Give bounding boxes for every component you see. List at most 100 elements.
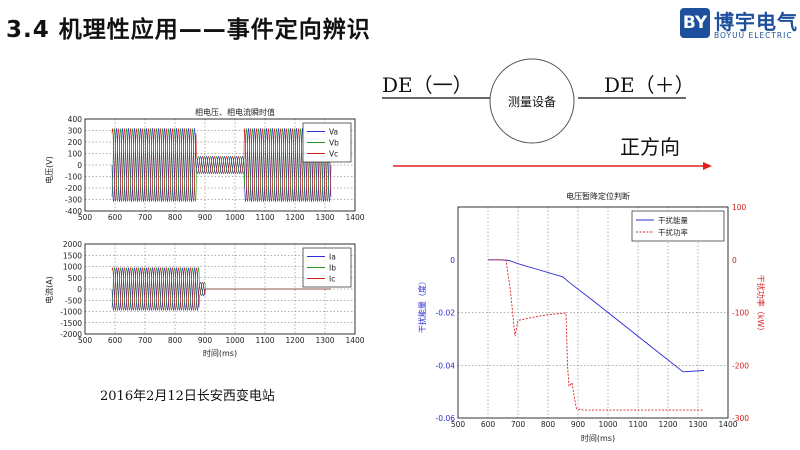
- voltage-chart-xtick-label: 900: [198, 213, 213, 222]
- voltage-chart-frame: [84, 118, 356, 212]
- current-chart-ticks: 500 600 700 800 900 1000 1100 1200 1300 1400 -2000…: [60, 240, 365, 345]
- current-chart-traces: [111, 266, 331, 312]
- sag-chart-ytick-label: 0: [450, 256, 455, 265]
- direction-arrow-head: [703, 162, 712, 170]
- sag-chart-ytick-right-label: -300: [732, 414, 749, 423]
- sag-chart-grid: [458, 207, 728, 418]
- sag-chart-xtick-label: 1100: [628, 420, 647, 429]
- caption: 2016年2月12日长安西变电站: [100, 389, 275, 404]
- sag-chart-ytick-right-label: -200: [732, 361, 749, 370]
- voltage-chart-ytick-label: -300: [65, 196, 82, 205]
- current-chart-xtick-label: 1200: [285, 336, 304, 345]
- voltage-chart-ytick-label: 0: [77, 161, 82, 170]
- voltage-chart-legend-label: Va: [329, 128, 338, 137]
- sag-chart-xtick-label: 700: [511, 420, 526, 429]
- de-positive-label: DE（＋）: [604, 73, 695, 97]
- sag-chart-ticks: 500 600 700 800 900 1000 1100 1200 1300 1400-0.06…: [436, 203, 750, 429]
- current-chart-xtick-label: 500: [78, 336, 93, 345]
- current-chart-ytick-label: 1000: [63, 263, 82, 272]
- voltage-chart-ytick-label: 400: [68, 115, 83, 124]
- current-chart-ytick-label: 0: [77, 285, 82, 294]
- sag-chart-xtick-label: 1300: [688, 420, 707, 429]
- voltage-chart-ytick-label: -400: [65, 207, 82, 216]
- current-chart-xtick-label: 1300: [315, 336, 334, 345]
- current-chart-xlabel: 时间(ms): [203, 348, 237, 358]
- voltage-chart-xtick-label: 500: [78, 213, 93, 222]
- sag-chart-title: 电压暂降定位判断: [566, 191, 630, 201]
- voltage-chart-xtick-label: 600: [108, 213, 123, 222]
- sag-chart-xtick-label: 500: [451, 420, 466, 429]
- current-chart-ytick-label: -2000: [60, 330, 82, 339]
- sag-chart-ytick-label: -0.02: [436, 309, 456, 318]
- voltage-chart-xtick-label: 1100: [255, 213, 274, 222]
- sag-chart-ytick-label: -0.04: [436, 361, 456, 370]
- voltage-chart-xtick-label: 1000: [225, 213, 244, 222]
- logo-mark: BY: [680, 8, 710, 38]
- sag-chart-ytick-label: -0.06: [436, 414, 456, 423]
- sag-chart-xtick-label: 800: [541, 420, 556, 429]
- current-chart-ytick-label: -1500: [60, 319, 82, 328]
- sag-chart-ylabel-right: 干扰功率（kW）: [756, 275, 766, 336]
- current-chart-xtick-label: 600: [108, 336, 123, 345]
- voltage-chart-legend-label: Vc: [329, 150, 338, 159]
- sag-location-chart: 电压暂降定位判断 干扰能量（度） 干扰功率（kW） 时间(ms) 500 600 7…: [418, 191, 766, 443]
- sag-chart-trace-干扰功率: [488, 259, 704, 411]
- sag-chart-legend-label: 干扰功率: [658, 227, 688, 237]
- sag-chart-ytick-right-label: -100: [732, 309, 749, 318]
- page-title: 3.4 机理性应用——事件定向辨识: [6, 17, 371, 43]
- sag-chart-trace-干扰能量: [488, 259, 705, 373]
- sag-chart-xtick-label: 900: [571, 420, 586, 429]
- logo-name: 博宇电气: [714, 10, 798, 34]
- voltage-chart-trace-Vc: [111, 128, 332, 202]
- sag-chart-ylabel-left: 干扰能量（度）: [418, 277, 427, 333]
- current-chart-trace-Ic: [111, 266, 331, 312]
- direction-label: 正方向: [620, 135, 680, 159]
- sag-chart-legend-box: [631, 210, 725, 242]
- voltage-chart-xtick-label: 1200: [285, 213, 304, 222]
- sag-chart-traces: [488, 259, 705, 411]
- voltage-chart-xtick-label: 1400: [345, 213, 364, 222]
- voltage-chart-ytick-label: -200: [65, 184, 82, 193]
- sag-chart-frame: [457, 206, 729, 419]
- current-chart-legend-label: Ib: [329, 264, 336, 273]
- current-chart-ytick-label: 500: [68, 274, 83, 283]
- current-chart-ytick-label: -1000: [60, 308, 82, 317]
- sag-chart-legend-label: 干扰能量: [658, 215, 688, 225]
- voltage-chart-title: 相电压、相电流瞬时值: [195, 107, 275, 117]
- current-chart-xtick-label: 800: [168, 336, 183, 345]
- voltage-chart-ylabel: 电压(V): [44, 156, 54, 184]
- sag-chart-xtick-label: 1400: [718, 420, 737, 429]
- current-chart-frame: [84, 243, 356, 335]
- current-chart-xtick-label: 900: [198, 336, 213, 345]
- voltage-chart-xtick-label: 1300: [315, 213, 334, 222]
- logo-subtitle: BOYUU ELECTRIC: [714, 31, 793, 40]
- voltage-chart-ytick-label: -100: [65, 173, 82, 182]
- de-negative-label: DE（一）: [382, 73, 473, 97]
- voltage-chart-ticks: 500 600 700 800 900 1000 1100 1200 1300 1400-400-…: [65, 115, 365, 222]
- device-label: 测量设备: [508, 95, 556, 109]
- sag-chart-xtick-label: 600: [481, 420, 496, 429]
- current-chart-xtick-label: 700: [138, 336, 153, 345]
- voltage-chart-xtick-label: 800: [168, 213, 183, 222]
- voltage-chart-ytick-label: 100: [68, 150, 83, 159]
- sag-chart-xlabel: 时间(ms): [581, 433, 615, 443]
- sag-chart-ytick-right-label: 100: [732, 203, 747, 212]
- voltage-chart-traces: [111, 128, 332, 202]
- current-chart-xtick-label: 1000: [225, 336, 244, 345]
- sag-chart-ytick-right-label: 0: [732, 256, 737, 265]
- company-logo: BY 博宇电气 BOYUU ELECTRIC: [680, 6, 798, 44]
- current-chart-ytick-label: -500: [65, 296, 82, 305]
- voltage-chart-ytick-label: 300: [68, 127, 83, 136]
- current-chart-xtick-label: 1100: [255, 336, 274, 345]
- current-chart-legend: Ia Ib Ic: [302, 247, 352, 288]
- current-chart-ytick-label: 2000: [63, 240, 82, 249]
- current-chart-legend-label: Ia: [329, 253, 336, 262]
- sag-chart-xtick-label: 1200: [658, 420, 677, 429]
- current-chart: 电流(A) 时间(ms) 500 600 700 800 900 1000 1100 1200…: [44, 240, 365, 358]
- voltage-chart-ytick-label: 200: [68, 138, 83, 147]
- voltage-chart: 相电压、相电流瞬时值 电压(V) 500 600 700 800 900 1000 1100…: [44, 107, 365, 222]
- voltage-chart-xtick-label: 700: [138, 213, 153, 222]
- current-chart-ylabel: 电流(A): [44, 276, 54, 304]
